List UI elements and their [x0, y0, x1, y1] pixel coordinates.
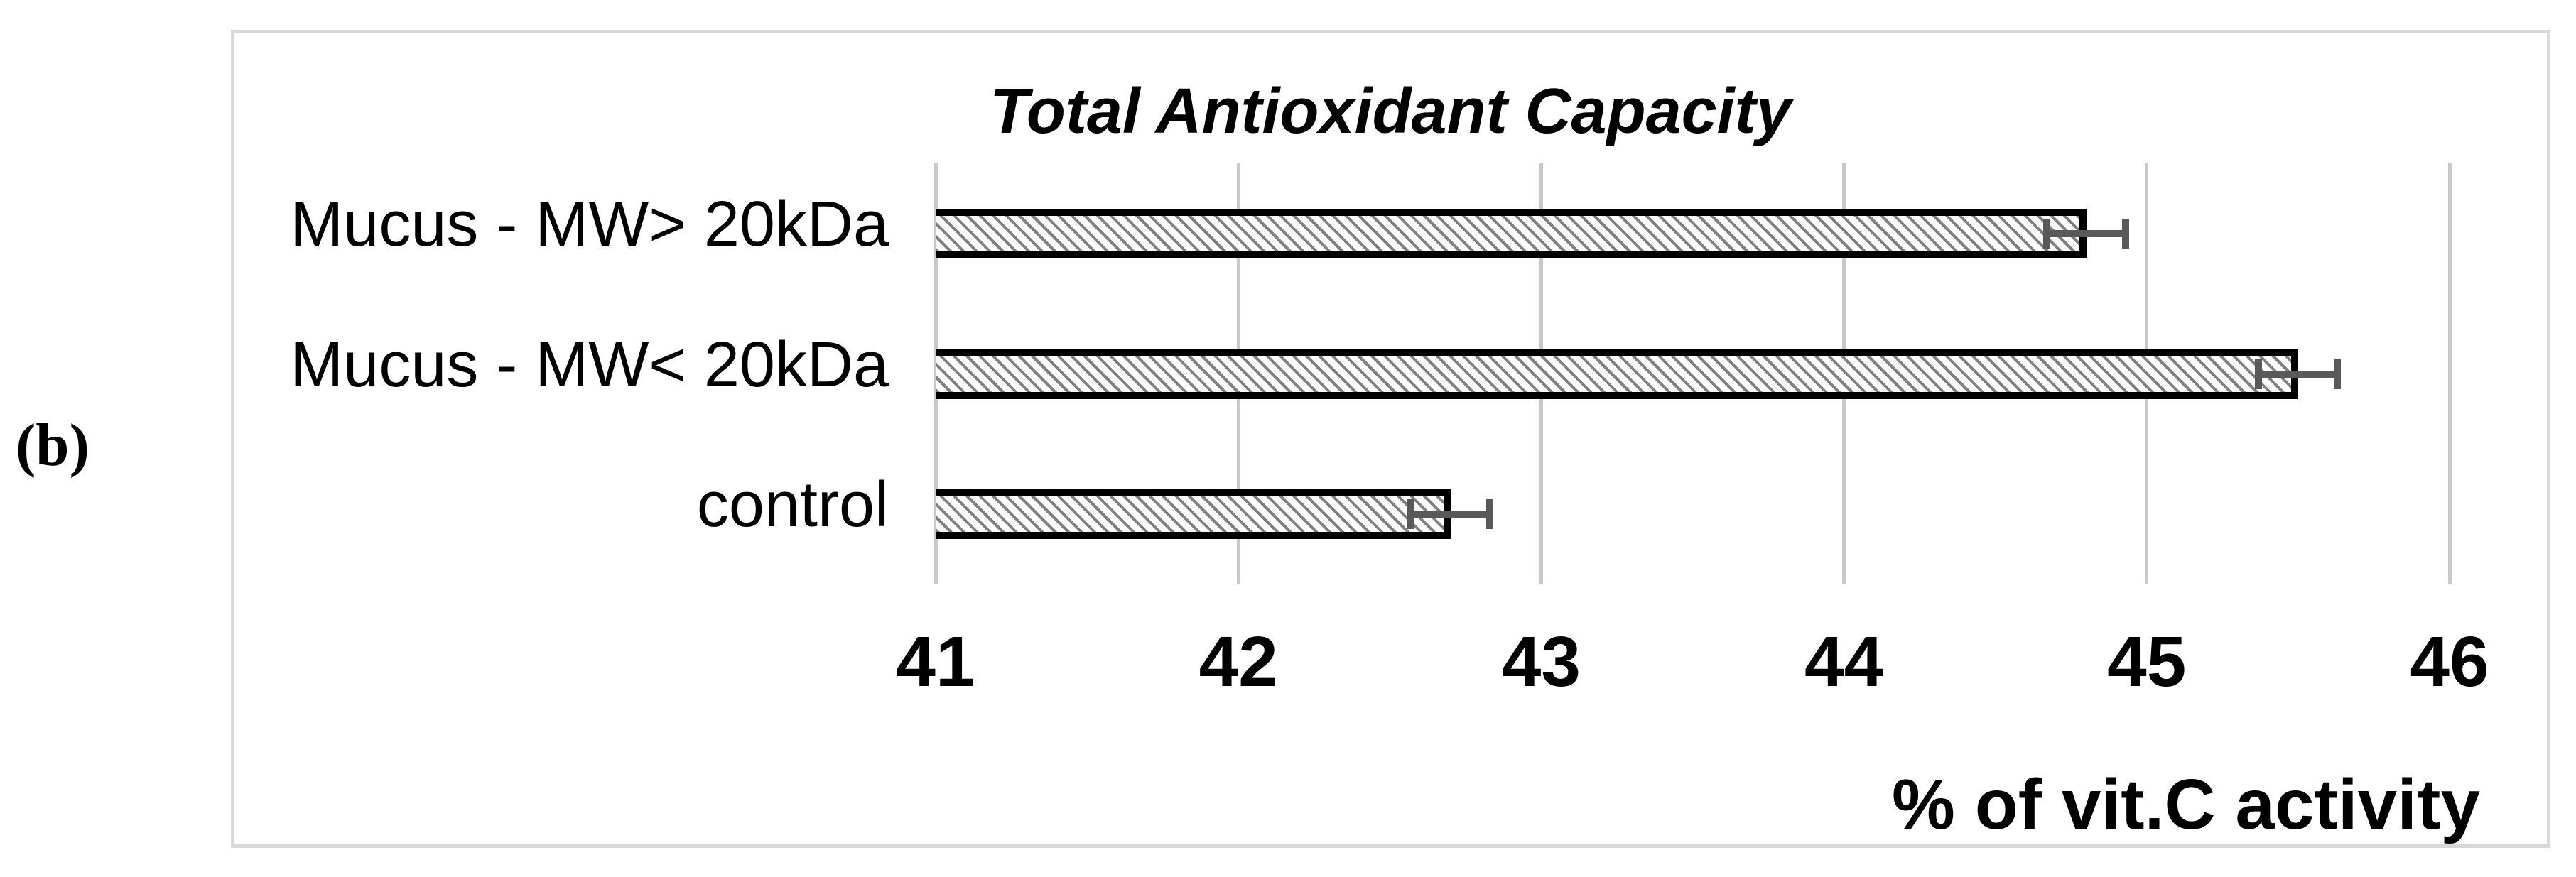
category-label: control [696, 469, 889, 541]
category-label: Mucus - MW< 20kDa [290, 329, 889, 401]
x-tick-label: 44 [1804, 622, 1884, 702]
x-tick-label: 46 [2410, 622, 2489, 702]
x-tick-label: 43 [1501, 622, 1581, 702]
x-axis-title: % of vit.C activity [1892, 765, 2480, 844]
figure-label: (b) [16, 412, 90, 479]
error-bar-cap-left [2043, 218, 2051, 249]
x-tick-label: 45 [2107, 622, 2187, 702]
error-bar-cap-left [2255, 359, 2263, 389]
error-bar [2047, 229, 2126, 237]
x-tick-label: 42 [1198, 622, 1278, 702]
x-tick-label: 41 [896, 622, 975, 702]
error-bar [1411, 511, 1490, 518]
bar-3 [936, 489, 1451, 540]
bar-2 [936, 349, 2298, 399]
chart-title: Total Antioxidant Capacity [990, 76, 1792, 147]
error-bar-cap-right [2334, 359, 2342, 389]
category-label: Mucus - MW> 20kDa [290, 188, 889, 260]
bar-1 [936, 208, 2087, 258]
gridline-46 [2447, 163, 2452, 584]
plot-area: Total Antioxidant Capacity % of vit.C ac… [231, 30, 2550, 848]
chart-panel: Total Antioxidant Capacity % of vit.C ac… [231, 30, 2550, 848]
error-bar [2258, 370, 2338, 378]
error-bar-cap-right [2121, 218, 2129, 249]
error-bar-cap-left [1407, 499, 1415, 530]
error-bar-cap-right [1485, 499, 1493, 530]
